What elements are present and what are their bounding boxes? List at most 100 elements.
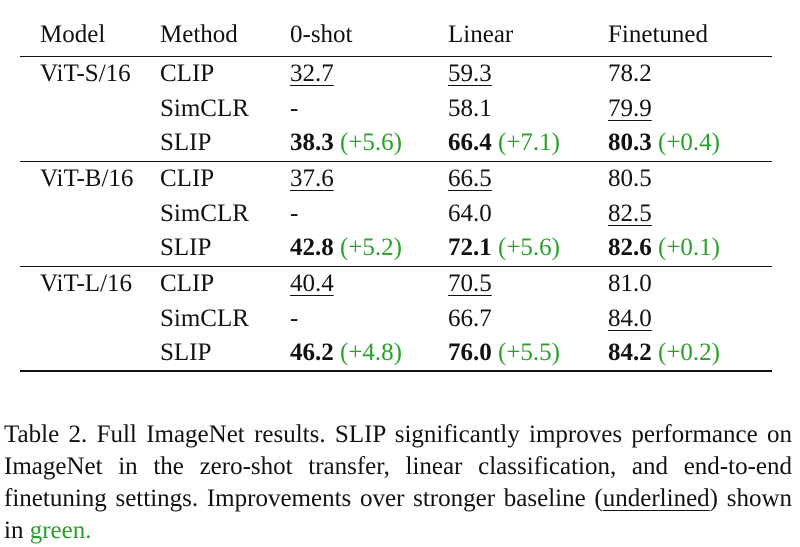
zero-shot-value: - <box>290 94 299 122</box>
linear-improvement: (+7.1) <box>498 129 560 157</box>
table-header: Model Method 0-shot Linear Finetuned <box>20 14 772 57</box>
finetuned-cell: 82.5 <box>608 196 772 231</box>
finetuned-value: 80.3 <box>608 129 652 157</box>
zero-shot-cell: 42.8 (+5.2) <box>290 231 448 267</box>
table-row: SLIP 38.3 (+5.6) 66.4 (+7.1) 80.3 (+0.4) <box>20 126 772 162</box>
linear-value: 58.1 <box>448 94 492 122</box>
finetuned-value: 78.2 <box>608 59 652 87</box>
zero-shot-cell: 37.6 <box>290 161 448 196</box>
linear-value: 66.5 <box>448 164 492 192</box>
zero-shot-value: 38.3 <box>290 129 334 157</box>
finetuned-value: 79.9 <box>608 94 652 122</box>
model-name: ViT-B/16 <box>40 164 134 192</box>
model-group-vit-s: ViT-S/16 CLIP 32.7 59.3 78.2 SimCLR - 58… <box>20 56 772 162</box>
header-linear: Linear <box>448 14 608 57</box>
finetuned-cell: 81.0 <box>608 266 772 301</box>
zero-shot-improvement: (+5.2) <box>340 234 402 262</box>
linear-cell: 72.1 (+5.6) <box>448 231 608 267</box>
method-name: SLIP <box>160 231 290 267</box>
linear-improvement: (+5.6) <box>498 234 560 262</box>
zero-shot-value: 42.8 <box>290 234 334 262</box>
linear-value: 64.0 <box>448 199 492 227</box>
finetuned-value: 81.0 <box>608 269 652 297</box>
method-name: SimCLR <box>160 199 249 227</box>
results-table: Model Method 0-shot Linear Finetuned ViT… <box>20 14 772 372</box>
zero-shot-cell: - <box>290 301 448 336</box>
model-name-empty <box>20 91 160 126</box>
zero-shot-value: - <box>290 199 299 227</box>
finetuned-cell: 79.9 <box>608 91 772 126</box>
finetuned-improvement: (+0.2) <box>658 339 720 366</box>
header-row: Model Method 0-shot Linear Finetuned <box>20 14 772 57</box>
table-row: ViT-L/16 CLIP 40.4 70.5 81.0 <box>20 266 772 301</box>
table-row: SimCLR - 64.0 82.5 <box>20 196 772 231</box>
zero-shot-value: 32.7 <box>290 59 334 87</box>
linear-value: 66.4 <box>448 129 492 157</box>
zero-shot-improvement: (+5.6) <box>340 129 402 157</box>
table-caption: Table 2. Full ImageNet results. SLIP sig… <box>4 419 792 547</box>
finetuned-value: 84.0 <box>608 304 652 332</box>
linear-value: 76.0 <box>448 339 492 366</box>
table-row: SLIP 46.2 (+4.8) 76.0 (+5.5) 84.2 (+0.2) <box>20 336 772 372</box>
model-name-empty <box>20 231 160 267</box>
model-name: ViT-L/16 <box>40 269 133 297</box>
method-name: SimCLR <box>160 304 249 332</box>
model-name-empty <box>20 336 160 372</box>
zero-shot-cell: - <box>290 196 448 231</box>
linear-cell: 66.5 <box>448 161 608 196</box>
header-zero-shot: 0-shot <box>290 14 448 57</box>
linear-value: 66.7 <box>448 304 492 332</box>
caption-label: Table 2. <box>4 421 88 448</box>
finetuned-value: 84.2 <box>608 339 652 366</box>
linear-cell: 70.5 <box>448 266 608 301</box>
linear-value: 59.3 <box>448 59 492 87</box>
linear-value: 72.1 <box>448 234 492 262</box>
method-name: CLIP <box>160 59 215 87</box>
finetuned-cell: 80.3 (+0.4) <box>608 126 772 162</box>
finetuned-cell: 82.6 (+0.1) <box>608 231 772 267</box>
finetuned-improvement: (+0.1) <box>658 234 720 262</box>
zero-shot-value: 37.6 <box>290 164 334 192</box>
method-name: SLIP <box>160 336 290 372</box>
linear-cell: 58.1 <box>448 91 608 126</box>
zero-shot-cell: 32.7 <box>290 56 448 91</box>
table-row: SLIP 42.8 (+5.2) 72.1 (+5.6) 82.6 (+0.1) <box>20 231 772 267</box>
caption-underlined-word: underlined <box>602 485 710 512</box>
table-row: ViT-B/16 CLIP 37.6 66.5 80.5 <box>20 161 772 196</box>
zero-shot-cell: - <box>290 91 448 126</box>
zero-shot-improvement: (+4.8) <box>340 339 402 366</box>
zero-shot-cell: 40.4 <box>290 266 448 301</box>
table-row: SimCLR - 58.1 79.9 <box>20 91 772 126</box>
linear-cell: 64.0 <box>448 196 608 231</box>
caption-text: Full ImageNet results. SLIP significantl… <box>4 421 793 512</box>
finetuned-value: 82.5 <box>608 199 652 227</box>
model-name-empty <box>20 301 160 336</box>
linear-cell: 59.3 <box>448 56 608 91</box>
header-finetuned: Finetuned <box>608 14 772 57</box>
header-method: Method <box>160 14 290 57</box>
method-name: SLIP <box>160 126 290 162</box>
zero-shot-cell: 38.3 (+5.6) <box>290 126 448 162</box>
finetuned-value: 80.5 <box>608 164 652 192</box>
finetuned-cell: 78.2 <box>608 56 772 91</box>
model-group-vit-b: ViT-B/16 CLIP 37.6 66.5 80.5 SimCLR - 64… <box>20 161 772 267</box>
zero-shot-cell: 46.2 (+4.8) <box>290 336 448 372</box>
zero-shot-value: 40.4 <box>290 269 334 297</box>
caption-green-word: green. <box>29 517 92 544</box>
caption-middle: ) shown in <box>4 485 793 544</box>
method-name: CLIP <box>160 269 215 297</box>
zero-shot-value: 46.2 <box>290 339 334 366</box>
method-name: CLIP <box>160 164 215 192</box>
linear-improvement: (+5.5) <box>498 339 560 366</box>
finetuned-cell: 84.2 (+0.2) <box>608 336 772 372</box>
linear-cell: 66.7 <box>448 301 608 336</box>
zero-shot-value: - <box>290 304 299 332</box>
linear-cell: 66.4 (+7.1) <box>448 126 608 162</box>
finetuned-cell: 80.5 <box>608 161 772 196</box>
model-group-vit-l: ViT-L/16 CLIP 40.4 70.5 81.0 SimCLR - 66… <box>20 266 772 372</box>
model-name-empty <box>20 126 160 162</box>
table-row: SimCLR - 66.7 84.0 <box>20 301 772 336</box>
method-name: SimCLR <box>160 94 249 122</box>
model-name: ViT-S/16 <box>40 59 131 87</box>
